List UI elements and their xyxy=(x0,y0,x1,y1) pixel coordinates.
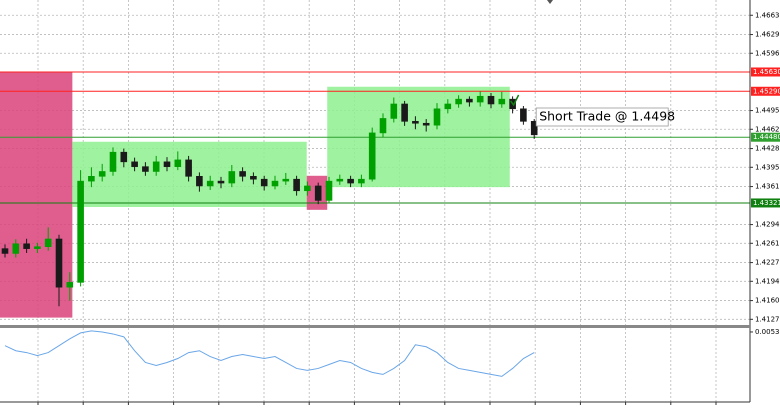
candle-body xyxy=(358,178,365,184)
candle-body xyxy=(412,121,419,124)
candle-body xyxy=(152,161,160,172)
annotation: Short Trade @ 1.4498 xyxy=(539,109,675,124)
candle-body xyxy=(282,178,290,182)
y-tick-label: 1.41940 xyxy=(755,277,780,285)
candle-body xyxy=(498,98,506,105)
indicator-tick-label: 0.0053 xyxy=(755,328,780,336)
y-tick-label: 1.46290 xyxy=(755,31,780,39)
candle-body xyxy=(120,151,128,163)
level-label: 1.45290 xyxy=(753,87,780,95)
candle-body xyxy=(1,248,9,254)
candle-body xyxy=(206,180,214,187)
candle-body xyxy=(44,238,52,247)
candle-body xyxy=(109,151,117,172)
candle-body xyxy=(260,178,268,187)
candle-body xyxy=(271,180,279,187)
candle-body xyxy=(422,122,430,126)
y-tick-label: 1.44620 xyxy=(755,125,780,133)
candle-body xyxy=(185,159,192,177)
panel-separator xyxy=(0,325,750,328)
candle-body xyxy=(293,178,300,192)
y-tick-label: 1.43950 xyxy=(755,163,780,171)
candle-body xyxy=(217,180,225,184)
candle-body xyxy=(336,178,344,182)
candle-body xyxy=(455,98,462,105)
candle-body xyxy=(163,161,171,167)
candle-body xyxy=(347,178,354,184)
candle-body xyxy=(88,176,95,182)
candle-body xyxy=(325,180,333,201)
level-label-box xyxy=(751,86,780,96)
shift-marker xyxy=(547,0,553,4)
y-tick-label: 1.46630 xyxy=(755,11,780,19)
candle-body xyxy=(239,171,246,177)
y-tick-label: 1.41270 xyxy=(755,315,780,323)
level-label-box xyxy=(751,132,780,142)
y-tick-label: 1.42940 xyxy=(755,221,780,229)
candle-body xyxy=(487,95,495,105)
level-label: 1.45630 xyxy=(753,68,780,76)
candle-body xyxy=(476,95,484,103)
candle-body xyxy=(401,103,408,122)
annotation-box xyxy=(535,107,669,127)
candle-body xyxy=(174,159,182,167)
candle-body xyxy=(131,161,138,167)
candle-body xyxy=(433,108,441,126)
candle-body xyxy=(228,171,236,184)
candle-body xyxy=(142,166,149,172)
plot: 1.46630 1.46290 1.45960 1.44950 1.44620 1.442… xyxy=(0,11,780,377)
candle-body xyxy=(314,185,322,201)
candle-body xyxy=(466,98,473,103)
level-label-box xyxy=(751,198,780,208)
y-tick-label: 1.45960 xyxy=(755,49,780,57)
candle-body xyxy=(196,176,203,187)
y-tick-label: 1.42610 xyxy=(755,239,780,247)
candle-body xyxy=(55,238,63,288)
indicator-line xyxy=(4,330,535,377)
candle-body xyxy=(250,176,257,180)
candle-body xyxy=(12,243,20,254)
y-tick-label: 1.44280 xyxy=(755,145,780,153)
candle-body xyxy=(390,103,398,119)
y-tick-label: 1.41600 xyxy=(755,297,780,305)
candle-body xyxy=(379,118,387,134)
candle-body xyxy=(530,121,538,136)
candle-body xyxy=(444,103,452,110)
level-label: 1.44480 xyxy=(753,133,780,141)
candle-body xyxy=(66,282,74,288)
candle-body xyxy=(23,243,30,249)
y-tick-label: 1.43610 xyxy=(755,183,780,191)
level-label-box xyxy=(751,67,780,77)
candle-body xyxy=(98,171,106,177)
candle-body xyxy=(304,185,311,192)
y-tick-label: 1.44950 xyxy=(755,107,780,115)
y-tick-label: 1.42270 xyxy=(755,259,780,267)
level-label: 1.43321 xyxy=(753,199,780,207)
candle-body xyxy=(368,132,376,180)
trade-check xyxy=(510,94,520,107)
candle-body xyxy=(77,180,84,283)
candle-body xyxy=(520,108,527,122)
candle-body xyxy=(34,246,41,249)
